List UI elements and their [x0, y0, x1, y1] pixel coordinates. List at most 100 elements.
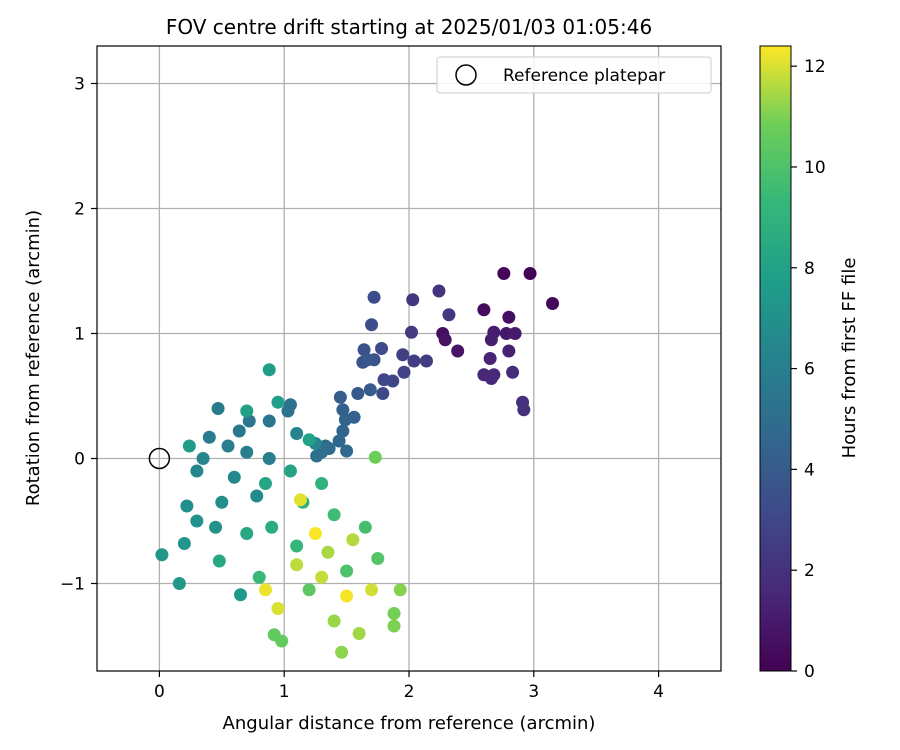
data-point	[242, 414, 256, 428]
data-point	[262, 452, 276, 465]
data-point	[281, 404, 295, 418]
data-point	[432, 284, 446, 298]
x-axis-label: Angular distance from reference (arcmin)	[223, 713, 596, 734]
data-point	[484, 333, 498, 347]
x-axis-ticks: 0 1 2 3 4	[154, 671, 664, 702]
reference-marker	[148, 447, 171, 470]
data-point	[250, 489, 264, 503]
data-point	[310, 449, 324, 463]
x-tick-label: 4	[653, 682, 664, 702]
data-point	[508, 327, 522, 340]
data-point	[477, 303, 491, 317]
data-point	[275, 634, 289, 648]
data-point	[155, 548, 169, 562]
data-point	[332, 434, 346, 448]
data-point	[232, 424, 246, 438]
data-point	[265, 520, 279, 534]
data-point	[227, 470, 241, 484]
data-point	[283, 464, 297, 478]
colorbar-tick-label: 4	[804, 460, 815, 480]
data-point	[387, 607, 401, 620]
data-point	[497, 267, 511, 280]
data-point	[211, 402, 225, 415]
y-tick-label: 0	[74, 450, 85, 470]
data-point	[202, 430, 216, 444]
data-point	[387, 619, 401, 633]
data-point	[376, 387, 390, 400]
data-point	[451, 344, 465, 358]
data-point	[336, 403, 350, 417]
data-point	[358, 520, 372, 534]
data-point	[393, 583, 407, 597]
legend: Reference platepar	[436, 56, 712, 94]
legend-label: Reference platepar	[503, 66, 665, 86]
data-point	[327, 508, 341, 522]
colorbar-tick-label: 0	[804, 662, 815, 682]
data-point	[338, 413, 352, 427]
data-point	[258, 477, 272, 490]
data-point	[483, 352, 497, 365]
data-point	[340, 564, 354, 578]
data-point	[221, 439, 235, 453]
data-point	[209, 520, 223, 534]
y-tick-label: 3	[74, 75, 85, 95]
data-point	[182, 439, 196, 453]
data-point	[346, 533, 360, 547]
data-point	[252, 570, 266, 584]
colorbar-ticks: 0 2 4 6 8 10 12	[791, 57, 826, 682]
legend-marker	[455, 64, 477, 86]
y-tick-label: 1	[74, 325, 85, 345]
data-point	[308, 527, 322, 540]
data-point	[302, 433, 316, 447]
data-point	[315, 570, 329, 584]
data-point	[352, 627, 366, 640]
colorbar-tick-label: 8	[804, 259, 815, 279]
data-point	[438, 333, 452, 347]
colorbar-tick-label: 6	[804, 360, 815, 380]
colorbar-tick-label: 12	[804, 57, 826, 77]
colorbar-gradient	[759, 45, 792, 672]
data-point	[180, 499, 194, 513]
data-point	[190, 514, 204, 528]
data-point	[262, 363, 276, 377]
data-point	[442, 308, 456, 322]
data-point	[502, 310, 516, 324]
data-point	[375, 342, 389, 355]
data-point	[321, 545, 335, 559]
x-tick-label: 1	[279, 682, 290, 702]
data-point	[517, 403, 531, 417]
data-point	[196, 452, 210, 465]
y-axis-label: Rotation from reference (arcmin)	[23, 210, 44, 506]
x-tick-label: 2	[404, 682, 415, 702]
data-point	[419, 354, 433, 368]
data-point	[363, 383, 377, 397]
data-point	[234, 588, 248, 602]
data-point	[262, 414, 276, 428]
data-point	[357, 343, 371, 357]
data-point	[212, 554, 226, 568]
x-tick-label: 0	[154, 682, 165, 702]
data-point	[368, 450, 382, 464]
colorbar: 0 2 4 6 8 10 12 Hours from first FF file	[759, 45, 860, 682]
data-point	[172, 577, 186, 590]
data-point	[271, 602, 285, 615]
data-point	[406, 293, 420, 307]
x-tick-label: 3	[528, 682, 539, 702]
data-point	[190, 464, 204, 478]
data-point	[351, 387, 365, 400]
data-point	[240, 445, 254, 459]
data-point	[396, 348, 410, 362]
data-point	[290, 539, 304, 553]
data-point	[407, 354, 421, 368]
legend-box	[436, 56, 712, 94]
y-tick-label: −1	[60, 575, 85, 595]
data-point	[377, 373, 391, 387]
data-point	[371, 552, 385, 565]
data-point	[271, 395, 285, 409]
y-tick-label: 2	[74, 200, 85, 220]
data-point	[365, 583, 379, 597]
data-point	[215, 495, 229, 509]
colorbar-label: Hours from first FF file	[839, 258, 860, 459]
data-point	[240, 527, 254, 540]
